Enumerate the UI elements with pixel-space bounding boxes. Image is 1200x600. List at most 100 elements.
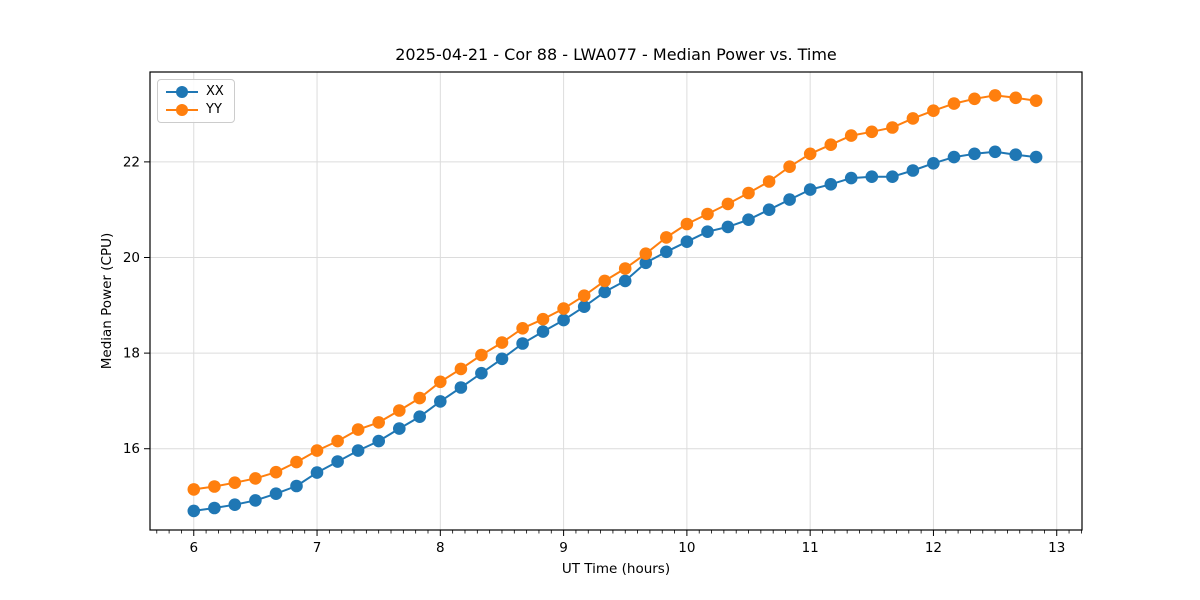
data-point-xx <box>536 325 550 338</box>
data-point-yy <box>475 348 488 362</box>
data-point-xx <box>351 444 365 457</box>
legend-entry-xx: XX <box>166 85 224 99</box>
data-point-xx <box>721 220 735 234</box>
data-point-yy <box>639 247 653 260</box>
data-point-xx <box>290 479 303 493</box>
y-tick-label: 20 <box>123 250 140 266</box>
data-point-xx <box>844 171 858 185</box>
data-point-xx <box>988 145 1002 159</box>
data-point-xx <box>208 501 221 515</box>
legend-marker-icon <box>176 104 188 116</box>
data-point-yy <box>351 423 365 436</box>
data-point-xx <box>249 494 262 507</box>
data-point-xx <box>947 150 961 164</box>
data-point-yy <box>742 186 755 200</box>
data-point-yy <box>968 92 981 106</box>
data-point-yy <box>783 160 796 173</box>
data-point-yy <box>331 434 344 448</box>
data-point-xx <box>516 337 529 350</box>
data-point-xx <box>660 245 673 259</box>
x-tick-label: 10 <box>678 540 695 556</box>
data-point-yy <box>886 121 899 134</box>
data-point-xx <box>968 147 981 161</box>
data-point-yy <box>249 472 262 485</box>
data-point-xx <box>475 366 488 380</box>
data-point-yy <box>393 404 406 417</box>
data-point-xx <box>557 313 570 327</box>
data-point-yy <box>721 197 735 211</box>
data-point-xx <box>577 300 591 314</box>
legend-swatch-yy <box>166 103 198 117</box>
data-point-yy <box>660 231 673 244</box>
data-point-xx <box>762 203 776 216</box>
data-point-yy <box>495 336 509 349</box>
data-point-yy <box>701 207 714 221</box>
data-point-xx <box>906 164 920 177</box>
data-point-yy <box>927 104 940 117</box>
data-point-yy <box>516 322 529 335</box>
data-point-xx <box>331 455 344 468</box>
data-point-xx <box>927 157 940 170</box>
data-point-yy <box>947 97 961 110</box>
chart-title: 2025-04-21 - Cor 88 - LWA077 - Median Po… <box>395 45 837 64</box>
data-point-xx <box>495 352 509 366</box>
data-point-yy <box>906 112 920 125</box>
data-point-yy <box>269 465 283 479</box>
data-point-xx <box>1009 148 1022 161</box>
data-point-xx <box>413 410 427 424</box>
data-point-yy <box>865 125 879 139</box>
y-tick-label: 18 <box>123 346 140 362</box>
data-point-xx <box>269 487 283 501</box>
series-line-xx <box>192 150 1038 512</box>
data-point-xx <box>803 183 817 196</box>
data-point-xx <box>187 504 201 518</box>
data-point-yy <box>1009 91 1022 105</box>
data-point-yy <box>557 302 570 315</box>
legend-label: YY <box>206 102 222 117</box>
legend-swatch-xx <box>166 85 198 99</box>
data-point-xx <box>598 285 611 299</box>
y-axis-label: Median Power (CPU) <box>99 232 115 370</box>
data-point-yy <box>762 175 776 188</box>
data-point-yy <box>803 147 817 161</box>
data-point-xx <box>228 498 242 512</box>
x-tick-label: 11 <box>802 540 819 556</box>
x-tick-label: 12 <box>925 540 942 556</box>
data-point-yy <box>290 455 303 469</box>
data-point-xx <box>783 193 796 206</box>
data-point-yy <box>824 138 838 151</box>
x-tick-label: 13 <box>1048 540 1065 556</box>
data-point-xx <box>310 466 324 479</box>
data-point-yy <box>1029 94 1043 107</box>
data-point-yy <box>618 262 632 275</box>
data-point-yy <box>372 416 386 429</box>
data-point-xx <box>886 170 899 183</box>
x-axis-label: UT Time (hours) <box>561 561 671 577</box>
x-tick-label: 8 <box>436 540 445 556</box>
data-point-xx <box>865 170 879 183</box>
data-point-yy <box>187 483 201 496</box>
axes-frame <box>149 71 1083 531</box>
data-point-yy <box>844 129 858 142</box>
data-point-yy <box>228 476 242 490</box>
data-point-yy <box>577 289 591 303</box>
y-tick-label: 22 <box>123 154 140 170</box>
y-tick-label: 16 <box>123 441 140 457</box>
legend-entry-yy: YY <box>166 103 224 117</box>
legend: XX YY <box>157 79 235 123</box>
data-point-xx <box>434 395 447 408</box>
data-point-yy <box>454 362 468 376</box>
data-point-xx <box>618 274 632 288</box>
data-point-xx <box>701 225 714 238</box>
data-point-xx <box>1029 150 1043 164</box>
data-point-xx <box>680 235 694 248</box>
data-point-xx <box>824 178 838 191</box>
legend-label: XX <box>206 84 224 99</box>
x-tick-label: 6 <box>189 540 198 556</box>
data-point-xx <box>454 381 468 394</box>
series-line-yy <box>192 94 1038 491</box>
data-point-yy <box>988 89 1002 102</box>
data-point-yy <box>536 312 550 326</box>
